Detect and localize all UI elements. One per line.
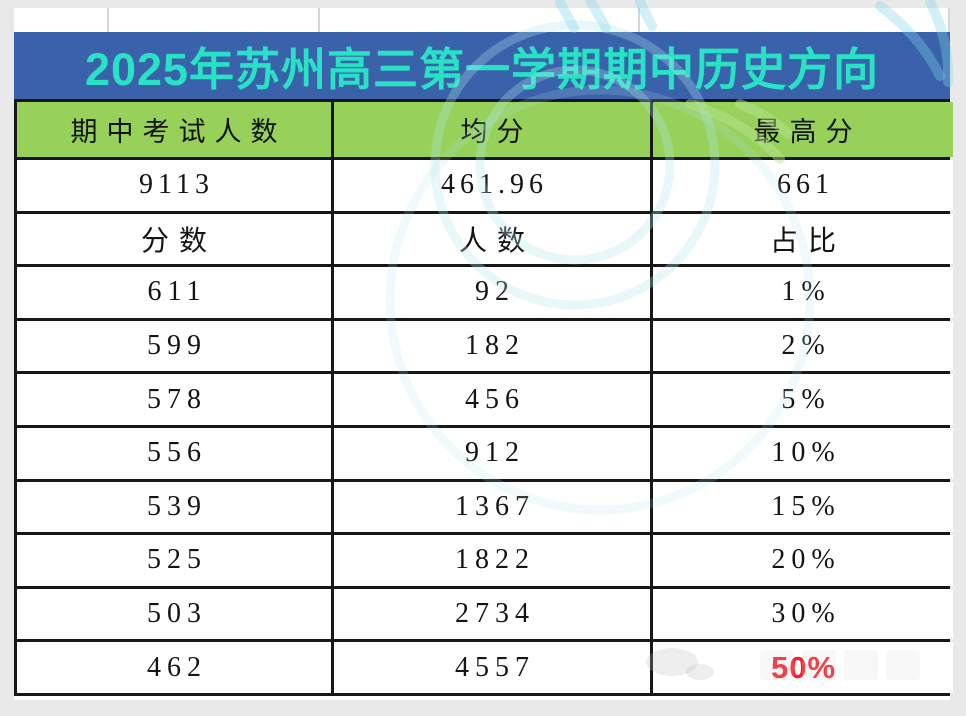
- table-cell: 539: [17, 481, 331, 533]
- table-cell: 5%: [653, 374, 953, 425]
- table-cell: 1%: [653, 267, 953, 318]
- table-cell: 人数: [334, 213, 650, 265]
- table-cell: 462: [17, 642, 331, 693]
- table-cell: 30%: [653, 588, 953, 640]
- table-cell: 556: [17, 427, 331, 479]
- table-cell: 182: [334, 320, 650, 372]
- table-cell: 578: [17, 374, 331, 425]
- top-strip: [0, 8, 966, 32]
- cropped-table-border-line: [948, 8, 950, 32]
- table-cell: 456: [334, 374, 650, 425]
- cropped-table-border-line: [107, 8, 109, 32]
- table-cell: 20%: [653, 535, 953, 586]
- table-cell: 2%: [653, 320, 953, 372]
- table-cell: 占比: [653, 213, 953, 265]
- table-cell: 分数: [17, 213, 331, 265]
- table-cell: 599: [17, 320, 331, 372]
- table-cell: 912: [334, 427, 650, 479]
- score-table: 期中考试人数 均分 最高分 9113 461.96 661 分数 人数 占比 611 92 1% 599…: [14, 99, 953, 696]
- table-cell: 15%: [653, 481, 953, 533]
- table-cell: 503: [17, 588, 331, 640]
- bottom-strip: [0, 700, 966, 716]
- title-banner: 2025年苏州高三第一学期期中历史方向: [14, 32, 950, 99]
- header-cell: 期中考试人数: [17, 102, 331, 157]
- page-title: 2025年苏州高三第一学期期中历史方向: [84, 44, 880, 95]
- table-cell: 10%: [653, 427, 953, 479]
- table-cell: 1822: [334, 535, 650, 586]
- table-cell: 611: [17, 267, 331, 318]
- cropped-table-border-line: [318, 8, 320, 32]
- table-cell: 525: [17, 535, 331, 586]
- table-cell: 1367: [334, 481, 650, 533]
- table-cell: 9113: [17, 160, 331, 211]
- table-cell: 461.96: [334, 160, 650, 211]
- header-cell: 均分: [334, 102, 650, 157]
- cropped-table-border-line: [638, 8, 640, 32]
- table-cell: 50%: [653, 642, 953, 693]
- table-cell: 2734: [334, 588, 650, 640]
- header-cell: 最高分: [653, 102, 953, 157]
- table-cell: 92: [334, 267, 650, 318]
- table-cell: 661: [653, 160, 953, 211]
- table-cell: 4557: [334, 642, 650, 693]
